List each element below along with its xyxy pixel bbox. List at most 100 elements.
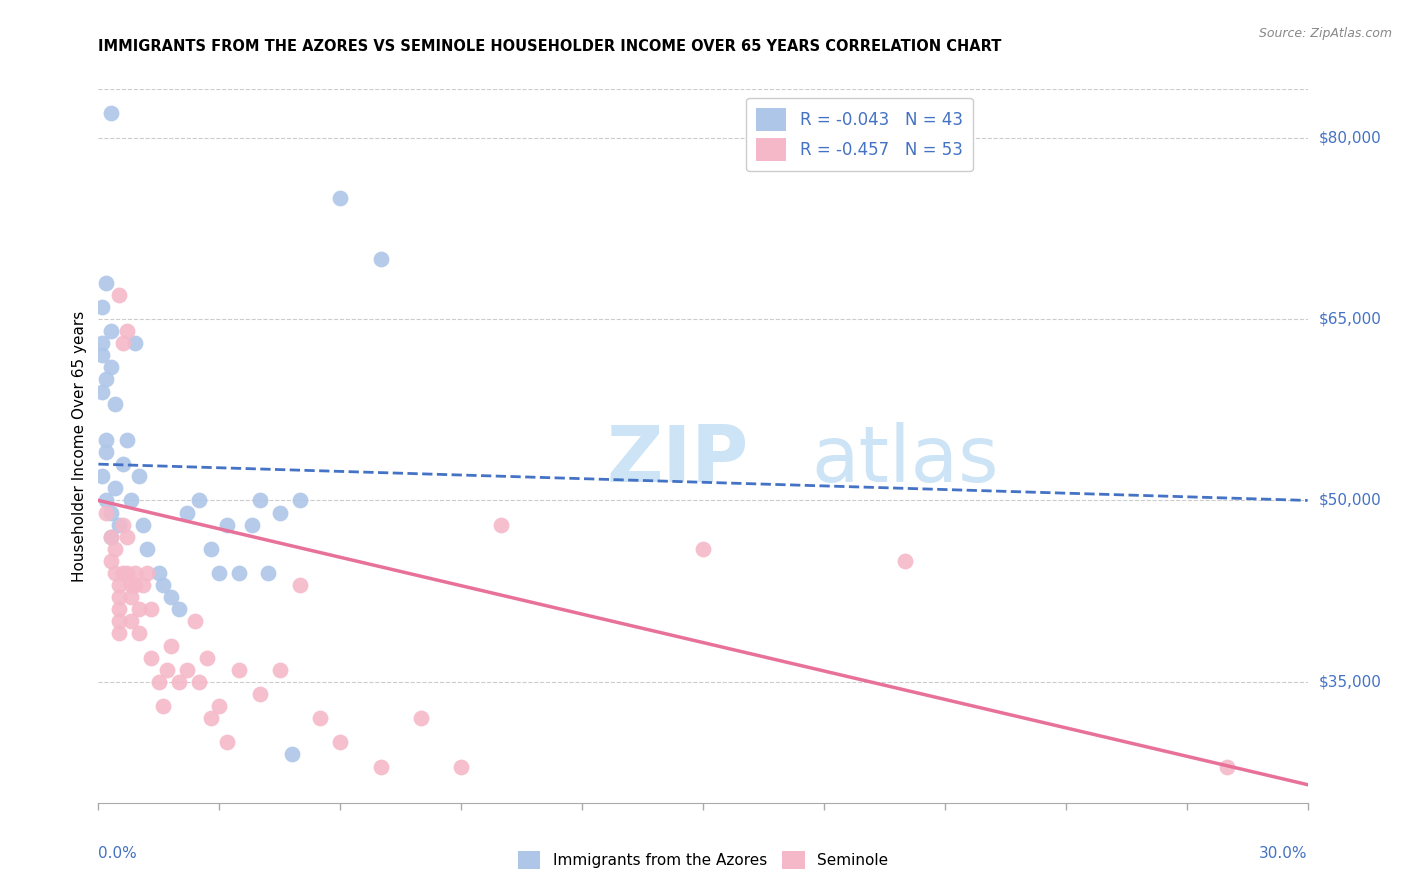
Point xyxy=(91,384,114,399)
Point xyxy=(120,615,142,629)
Point xyxy=(176,663,198,677)
Text: ZIP: ZIP xyxy=(606,422,748,499)
Point xyxy=(107,590,129,604)
Text: Source: ZipAtlas.com: Source: ZipAtlas.com xyxy=(1258,27,1392,40)
Point xyxy=(329,191,352,205)
Text: IMMIGRANTS FROM THE AZORES VS SEMINOLE HOUSEHOLDER INCOME OVER 65 YEARS CORRELAT: IMMIGRANTS FROM THE AZORES VS SEMINOLE H… xyxy=(98,38,1002,54)
Point xyxy=(167,602,190,616)
Point xyxy=(176,506,198,520)
Point xyxy=(128,602,150,616)
Point xyxy=(217,735,239,749)
Point xyxy=(269,663,291,677)
Point xyxy=(107,626,129,640)
Point xyxy=(256,566,278,580)
Point xyxy=(115,433,138,447)
Point xyxy=(96,506,118,520)
Point xyxy=(160,590,183,604)
Point xyxy=(91,300,114,314)
Point xyxy=(107,517,129,532)
Point xyxy=(100,360,122,375)
Point xyxy=(107,602,129,616)
Point xyxy=(370,252,392,266)
Point xyxy=(103,566,125,580)
Point xyxy=(188,493,211,508)
Point xyxy=(96,493,118,508)
Point xyxy=(893,554,915,568)
Point xyxy=(200,541,222,556)
Point xyxy=(124,566,146,580)
Point xyxy=(409,711,432,725)
Point xyxy=(100,106,122,120)
Point xyxy=(103,541,125,556)
Point xyxy=(100,554,122,568)
Point xyxy=(100,530,122,544)
Point xyxy=(184,615,207,629)
Point xyxy=(148,566,170,580)
Point xyxy=(124,578,146,592)
Text: $80,000: $80,000 xyxy=(1319,130,1382,145)
Point xyxy=(288,578,311,592)
Point xyxy=(160,639,183,653)
Point xyxy=(107,578,129,592)
Point xyxy=(152,699,174,714)
Point xyxy=(692,541,714,556)
Point xyxy=(370,759,392,773)
Text: atlas: atlas xyxy=(811,422,1000,499)
Point xyxy=(107,615,129,629)
Point xyxy=(128,469,150,483)
Point xyxy=(96,433,118,447)
Text: $50,000: $50,000 xyxy=(1319,493,1382,508)
Point xyxy=(309,711,332,725)
Point xyxy=(103,397,125,411)
Point xyxy=(208,699,231,714)
Legend: R = -0.043   N = 43, R = -0.457   N = 53: R = -0.043 N = 43, R = -0.457 N = 53 xyxy=(747,97,973,171)
Point xyxy=(120,493,142,508)
Point xyxy=(135,566,157,580)
Text: $35,000: $35,000 xyxy=(1319,674,1382,690)
Text: $65,000: $65,000 xyxy=(1319,311,1382,326)
Point xyxy=(217,517,239,532)
Point xyxy=(148,674,170,689)
Point xyxy=(115,566,138,580)
Point xyxy=(450,759,472,773)
Point xyxy=(120,578,142,592)
Point xyxy=(91,469,114,483)
Point xyxy=(139,650,162,665)
Point xyxy=(120,590,142,604)
Point xyxy=(139,602,162,616)
Point xyxy=(281,747,304,762)
Point xyxy=(100,324,122,338)
Text: 30.0%: 30.0% xyxy=(1260,846,1308,861)
Point xyxy=(111,457,134,471)
Point xyxy=(132,517,155,532)
Point xyxy=(111,566,134,580)
Point xyxy=(103,481,125,495)
Legend: Immigrants from the Azores, Seminole: Immigrants from the Azores, Seminole xyxy=(512,845,894,875)
Point xyxy=(228,663,250,677)
Point xyxy=(188,674,211,689)
Point xyxy=(91,336,114,351)
Point xyxy=(124,336,146,351)
Point xyxy=(100,530,122,544)
Point xyxy=(111,336,134,351)
Point xyxy=(167,674,190,689)
Point xyxy=(115,324,138,338)
Point xyxy=(96,372,118,386)
Point xyxy=(107,288,129,302)
Point xyxy=(249,687,271,701)
Point xyxy=(288,493,311,508)
Point xyxy=(96,445,118,459)
Point xyxy=(135,541,157,556)
Point xyxy=(200,711,222,725)
Point xyxy=(111,517,134,532)
Point xyxy=(195,650,218,665)
Point xyxy=(128,626,150,640)
Point xyxy=(208,566,231,580)
Point xyxy=(152,578,174,592)
Point xyxy=(115,530,138,544)
Y-axis label: Householder Income Over 65 years: Householder Income Over 65 years xyxy=(72,310,87,582)
Point xyxy=(329,735,352,749)
Point xyxy=(240,517,263,532)
Point xyxy=(91,348,114,362)
Point xyxy=(132,578,155,592)
